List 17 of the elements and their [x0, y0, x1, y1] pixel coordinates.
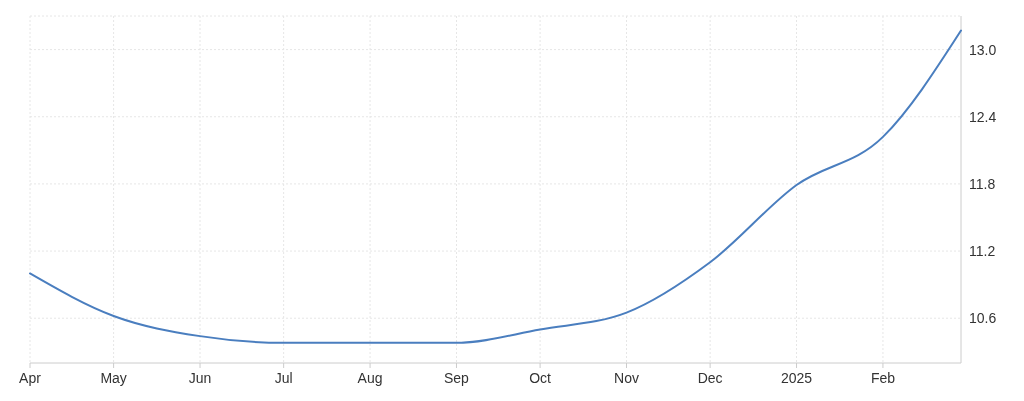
y-tick-label: 11.2	[969, 243, 996, 260]
x-tick-label: Apr	[19, 370, 42, 386]
x-tick-label: Jun	[188, 370, 212, 386]
line-series	[29, 29, 962, 344]
y-tick-label: 11.8	[969, 175, 996, 192]
x-tick-label: Dec	[697, 370, 723, 386]
x-tick-label: Oct	[529, 370, 552, 386]
x-tick-label: Jul	[274, 370, 293, 386]
x-tick-label: Sep	[444, 370, 470, 386]
x-tick-label: 2025	[780, 370, 813, 386]
x-tick-label: Nov	[614, 370, 639, 386]
y-tick-label: 10.6	[969, 310, 997, 327]
x-tick-label: Feb	[870, 370, 896, 386]
y-tick-label: 13.0	[969, 41, 997, 58]
x-tick-label: Aug	[357, 370, 383, 386]
x-tick-label: May	[100, 370, 127, 386]
y-tick-label: 12.4	[969, 108, 997, 125]
